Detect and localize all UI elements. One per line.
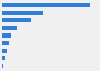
- Bar: [2, 26, 17, 30]
- Bar: [2, 11, 43, 15]
- Bar: [2, 41, 9, 45]
- Bar: [2, 18, 31, 22]
- Bar: [2, 3, 90, 7]
- Bar: [2, 56, 5, 60]
- Bar: [2, 49, 7, 53]
- Bar: [2, 33, 11, 38]
- Bar: [2, 64, 3, 68]
